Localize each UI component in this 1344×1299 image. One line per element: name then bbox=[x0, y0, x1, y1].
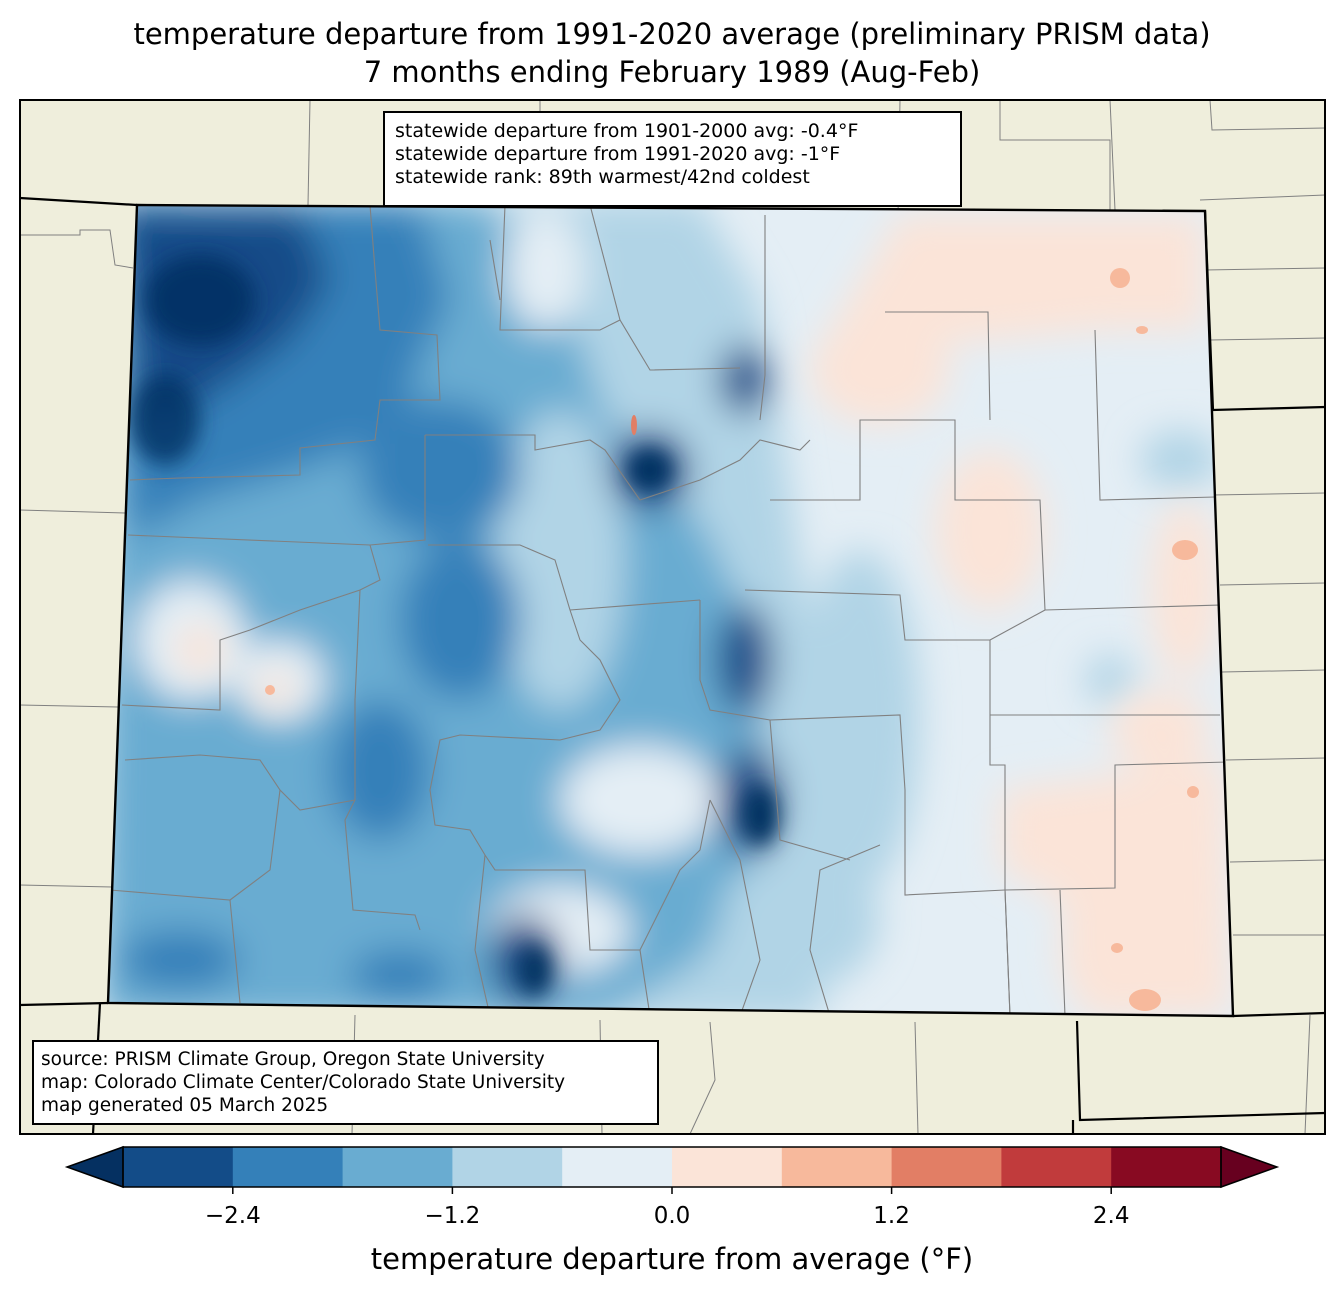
map-frame bbox=[19, 99, 1326, 1135]
map-title-line2: 7 months ending February 1989 (Aug-Feb) bbox=[363, 55, 981, 89]
colorbar-segment bbox=[232, 1147, 344, 1187]
colorbar-segment bbox=[1001, 1147, 1112, 1187]
map-credit-line: map: Colorado Climate Center/Colorado St… bbox=[41, 1072, 566, 1093]
colorbar-tick-label: −2.4 bbox=[204, 1203, 261, 1229]
source-line: source: PRISM Climate Group, Oregon Stat… bbox=[41, 1049, 545, 1070]
stats-rank: statewide rank: 89th warmest/42nd coldes… bbox=[395, 166, 810, 188]
colorbar-segment bbox=[1111, 1147, 1222, 1187]
colorbar-min-arrow bbox=[64, 1145, 124, 1189]
colorbar-segment bbox=[452, 1147, 563, 1187]
generated-date-line: map generated 05 March 2025 bbox=[41, 1095, 329, 1116]
colorado-county-lines bbox=[109, 205, 1229, 1016]
colorado-state-boundary bbox=[106, 203, 1235, 1018]
temperature-field bbox=[108, 205, 1233, 1016]
stats-departure-1901-2000: statewide departure from 1901-2000 avg: … bbox=[395, 120, 859, 142]
colorbar-segment bbox=[891, 1147, 1002, 1187]
statewide-stats-box: statewide departure from 1901-2000 avg: … bbox=[383, 111, 962, 207]
source-credit-box: source: PRISM Climate Group, Oregon Stat… bbox=[32, 1040, 659, 1125]
colorbar-segment bbox=[342, 1147, 453, 1187]
map-title-line1: temperature departure from 1991-2020 ave… bbox=[133, 17, 1211, 51]
colorbar-segment bbox=[781, 1147, 893, 1187]
colorbar-tick-label: 0.0 bbox=[653, 1203, 691, 1229]
colorbar-segment bbox=[123, 1147, 234, 1187]
colorbar-tick-label: 2.4 bbox=[1092, 1203, 1130, 1229]
colorbar-tick-label: −1.2 bbox=[424, 1203, 481, 1229]
colorbar-tick-label: 1.2 bbox=[873, 1203, 910, 1229]
colorbar-label: temperature departure from average (°F) bbox=[370, 1242, 974, 1276]
colorbar bbox=[64, 1145, 1280, 1194]
colorbar-max-arrow bbox=[1220, 1145, 1280, 1189]
stats-departure-1991-2020: statewide departure from 1991-2020 avg: … bbox=[395, 143, 841, 165]
colorbar-segment bbox=[562, 1147, 673, 1187]
colorbar-segment bbox=[672, 1147, 783, 1187]
